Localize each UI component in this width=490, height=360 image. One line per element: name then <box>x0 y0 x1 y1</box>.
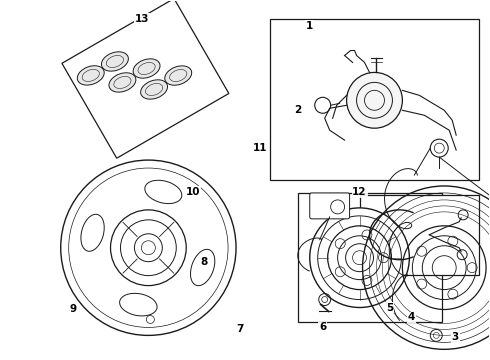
Ellipse shape <box>109 73 136 92</box>
Circle shape <box>310 208 409 307</box>
Text: 2: 2 <box>294 105 301 115</box>
FancyBboxPatch shape <box>310 193 349 219</box>
Ellipse shape <box>165 66 192 85</box>
Text: 1: 1 <box>306 21 314 31</box>
Ellipse shape <box>133 59 160 78</box>
Text: 12: 12 <box>352 187 367 197</box>
Ellipse shape <box>141 80 168 99</box>
Text: 10: 10 <box>186 187 200 197</box>
Bar <box>270 19 479 180</box>
Text: 11: 11 <box>253 143 267 153</box>
Text: 9: 9 <box>69 305 76 315</box>
Bar <box>360 195 479 275</box>
Text: 8: 8 <box>200 257 208 267</box>
Circle shape <box>346 72 402 128</box>
Text: 4: 4 <box>408 312 415 323</box>
Text: 13: 13 <box>135 14 149 24</box>
Polygon shape <box>62 0 229 158</box>
Ellipse shape <box>77 66 104 85</box>
Text: 7: 7 <box>236 324 244 334</box>
Ellipse shape <box>101 52 128 71</box>
Bar <box>298 193 442 323</box>
Text: 6: 6 <box>319 323 326 332</box>
Text: 5: 5 <box>386 302 393 312</box>
Text: 3: 3 <box>452 332 459 342</box>
